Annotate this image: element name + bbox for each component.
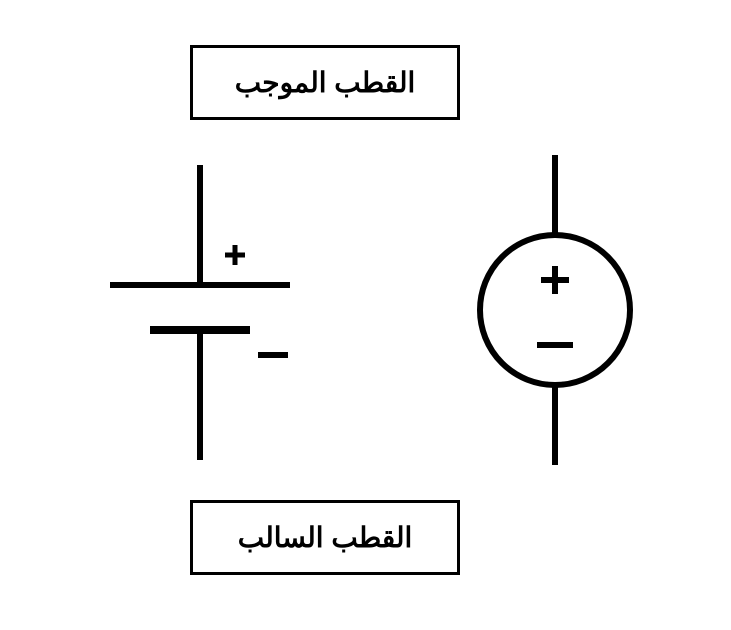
voltage-source-symbol xyxy=(480,155,630,465)
diagram-svg xyxy=(0,0,731,630)
source-plus-icon xyxy=(541,266,569,294)
battery-symbol xyxy=(110,165,290,460)
source-circle xyxy=(480,235,630,385)
battery-plus-icon xyxy=(225,245,245,265)
